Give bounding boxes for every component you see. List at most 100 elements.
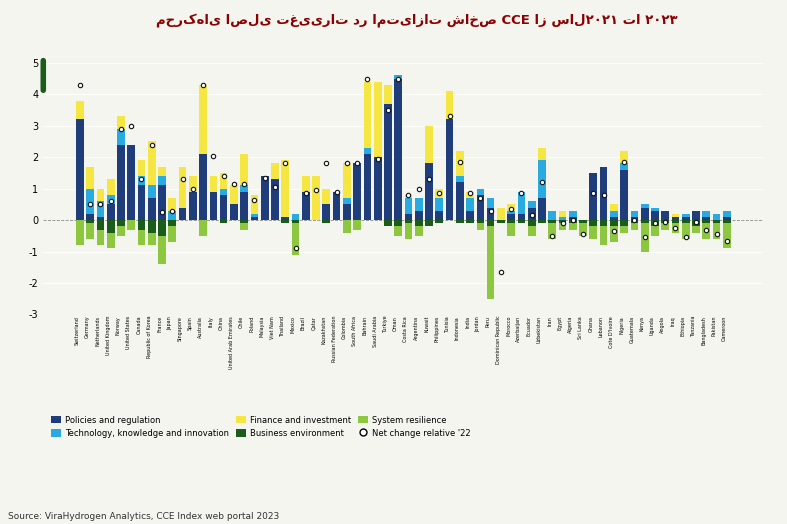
Bar <box>630 223 638 230</box>
Bar <box>487 208 494 220</box>
Bar <box>671 217 679 220</box>
Point <box>392 74 405 83</box>
Bar <box>415 198 423 211</box>
Bar <box>630 220 638 223</box>
Bar <box>158 220 166 236</box>
Bar <box>476 223 484 230</box>
Bar <box>661 223 669 230</box>
Bar <box>76 119 83 220</box>
Bar <box>487 220 494 226</box>
Bar <box>456 151 464 176</box>
Point <box>567 216 579 224</box>
Bar <box>703 220 710 223</box>
Bar <box>107 195 115 204</box>
Point <box>700 225 712 234</box>
Bar <box>508 211 515 214</box>
Bar <box>148 141 156 185</box>
Point <box>412 184 425 193</box>
Bar <box>240 223 248 230</box>
Bar <box>107 233 115 248</box>
Point <box>577 230 589 238</box>
Text: محرک‌های اصلی تغییرات در امتیازات شاخص CCE از سال۲۰۲۱ تا ۲۰۲۳: محرک‌های اصلی تغییرات در امتیازات شاخص C… <box>157 13 678 27</box>
Bar <box>87 214 94 220</box>
Bar <box>312 176 320 220</box>
Point <box>115 125 127 133</box>
Bar <box>343 163 351 198</box>
Bar <box>76 101 83 119</box>
Bar <box>353 163 361 220</box>
Bar <box>76 220 83 245</box>
Bar <box>364 154 371 220</box>
Bar <box>97 220 104 230</box>
Point <box>515 189 528 198</box>
Bar <box>250 214 258 217</box>
Point <box>320 159 333 168</box>
Bar <box>168 198 176 211</box>
Bar <box>661 220 669 223</box>
Point <box>382 106 394 114</box>
Bar <box>466 211 474 220</box>
Bar <box>569 217 577 220</box>
Bar <box>682 223 689 239</box>
Point <box>689 217 702 226</box>
Bar <box>620 220 628 226</box>
Bar <box>250 217 258 220</box>
Bar <box>723 211 730 217</box>
Bar <box>240 185 248 192</box>
Bar <box>538 220 546 223</box>
Point <box>505 205 518 213</box>
Bar <box>497 220 504 223</box>
Bar <box>282 220 289 223</box>
Bar <box>630 217 638 220</box>
Point <box>238 180 250 188</box>
Bar <box>209 192 217 220</box>
Bar <box>302 176 309 192</box>
Bar <box>168 226 176 242</box>
Bar <box>487 198 494 208</box>
Bar <box>466 198 474 211</box>
Point <box>217 172 230 180</box>
Bar <box>394 220 402 226</box>
Bar <box>138 230 146 245</box>
Bar <box>189 192 197 220</box>
Point <box>710 230 722 238</box>
Legend: Policies and regulation, Technology, knowledge and innovation, Finance and inves: Policies and regulation, Technology, kno… <box>47 412 474 441</box>
Bar <box>199 220 207 236</box>
Bar <box>518 220 525 223</box>
Bar <box>323 204 331 220</box>
Bar <box>292 220 299 223</box>
Bar <box>415 226 423 236</box>
Bar <box>179 167 187 208</box>
Bar <box>641 220 648 223</box>
Bar <box>117 129 125 145</box>
Bar <box>107 204 115 220</box>
Bar <box>148 220 156 233</box>
Bar <box>600 167 608 220</box>
Bar <box>394 226 402 236</box>
Bar <box>549 220 556 223</box>
Bar <box>260 176 268 220</box>
Bar <box>569 211 577 217</box>
Point <box>474 194 486 202</box>
Point <box>587 189 600 198</box>
Bar <box>117 145 125 220</box>
Bar <box>723 217 730 220</box>
Bar <box>641 223 648 252</box>
Bar <box>518 192 525 214</box>
Bar <box>589 226 597 239</box>
Bar <box>292 223 299 255</box>
Point <box>166 206 179 215</box>
Point <box>361 74 374 83</box>
Bar <box>158 176 166 185</box>
Bar <box>723 220 730 223</box>
Bar <box>343 220 351 233</box>
Bar <box>435 198 443 211</box>
Point <box>618 158 630 166</box>
Point <box>536 178 549 187</box>
Bar <box>384 85 392 104</box>
Bar <box>528 220 535 226</box>
Bar <box>620 226 628 233</box>
Bar <box>117 226 125 236</box>
Bar <box>405 223 412 239</box>
Bar <box>220 189 227 195</box>
